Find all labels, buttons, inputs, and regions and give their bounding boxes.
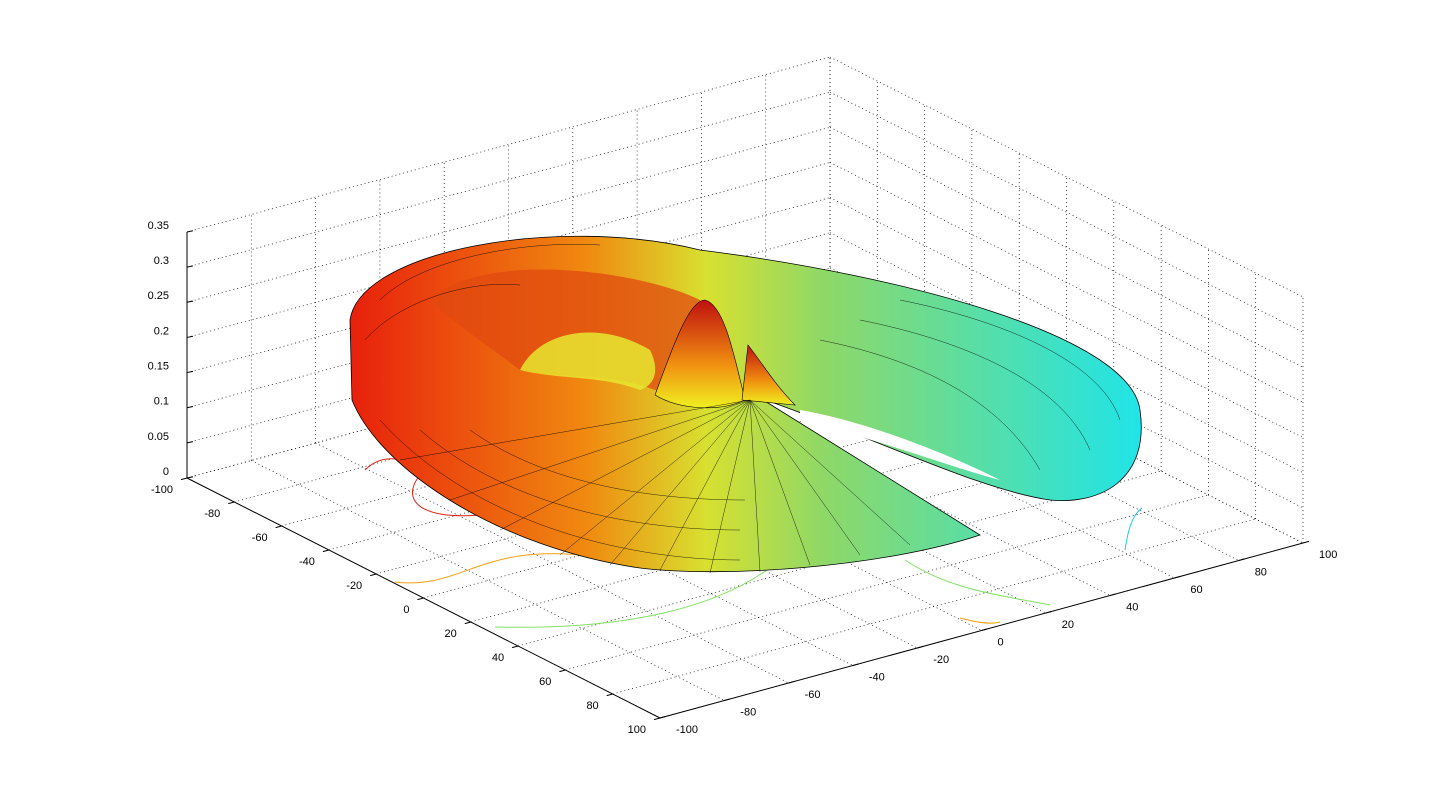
y-tick-label: -40 xyxy=(299,556,315,568)
tick-mark xyxy=(1302,540,1310,544)
tick-mark xyxy=(186,370,194,374)
y-tick-label: 40 xyxy=(492,652,504,664)
contour xyxy=(394,553,581,584)
contour xyxy=(494,559,781,628)
tick-mark xyxy=(606,693,613,697)
y-tick-label: 100 xyxy=(628,724,646,736)
surface-fold xyxy=(520,332,656,390)
grid-line xyxy=(829,56,1304,298)
z-tick-label: 0.2 xyxy=(154,325,169,337)
grid-line xyxy=(829,197,1304,438)
tick-mark xyxy=(186,300,194,303)
tick-mark xyxy=(275,525,282,529)
x-tick-label: -20 xyxy=(933,654,949,666)
x-tick-label: 100 xyxy=(1319,549,1337,561)
contour xyxy=(412,474,481,517)
axes: -100 -80 -60 -40 -20 0 20 40 60 80 100 -100 -80 -60 -4… xyxy=(148,220,1338,736)
x-tick-label: 0 xyxy=(998,636,1004,648)
tick-mark xyxy=(186,230,194,233)
tick-mark xyxy=(464,621,471,625)
contour xyxy=(959,617,1001,624)
tick-mark xyxy=(228,501,235,505)
y-tick-label: -60 xyxy=(252,532,268,544)
tick-mark xyxy=(186,406,194,409)
z-tick-label: 0.15 xyxy=(148,360,169,372)
y-tick-label: 80 xyxy=(586,700,598,712)
x-axis xyxy=(659,542,1304,719)
tick-mark xyxy=(559,669,566,673)
z-tick-label: 0.1 xyxy=(154,396,169,408)
y-tick-label: 60 xyxy=(539,676,551,688)
surface-mesh xyxy=(364,244,1121,574)
tick-mark xyxy=(186,265,194,268)
y-tick-label: -100 xyxy=(151,484,173,496)
contour xyxy=(1124,507,1143,551)
y-tick-label: -80 xyxy=(204,508,220,520)
x-tick-label: 40 xyxy=(1126,601,1138,613)
tick-mark xyxy=(370,573,377,577)
z-tick-label: 0.25 xyxy=(148,290,169,302)
grid-line xyxy=(829,232,1304,474)
y-tick-label: 0 xyxy=(403,604,409,616)
x-tick-label: -40 xyxy=(869,671,885,683)
x-tick-label: -100 xyxy=(676,724,698,736)
tick-mark xyxy=(417,597,424,601)
grid-line xyxy=(315,442,789,684)
tick-mark xyxy=(186,441,194,444)
x-tick-label: -80 xyxy=(740,706,756,718)
surface xyxy=(349,235,1143,628)
x-tick-label: 20 xyxy=(1062,619,1074,631)
z-tick-label: 0.05 xyxy=(148,431,169,443)
surface-peak xyxy=(654,299,746,409)
grid-line xyxy=(829,162,1304,403)
y-axis xyxy=(186,477,661,719)
z-tick-label: 0.3 xyxy=(154,255,169,267)
tick-mark xyxy=(186,476,194,479)
z-tick-label: 0.35 xyxy=(148,220,169,232)
grid-line xyxy=(251,460,725,701)
tick-mark xyxy=(186,335,194,338)
x-tick-label: 60 xyxy=(1190,584,1202,596)
tick-mark xyxy=(322,549,330,553)
x-tick-label: -60 xyxy=(805,689,821,701)
y-tick-label: -20 xyxy=(346,580,362,592)
grid-line xyxy=(829,126,1304,368)
contour xyxy=(904,559,1051,606)
x-tick-label: 80 xyxy=(1255,566,1267,578)
grid-line xyxy=(829,91,1304,333)
surface-peak xyxy=(741,344,796,406)
y-tick-label: 20 xyxy=(445,628,457,640)
tick-mark xyxy=(180,477,188,481)
tick-mark xyxy=(653,717,661,721)
surface-gap xyxy=(800,410,1000,480)
z-tick-label: 0 xyxy=(163,466,169,478)
tick-mark xyxy=(511,645,519,649)
